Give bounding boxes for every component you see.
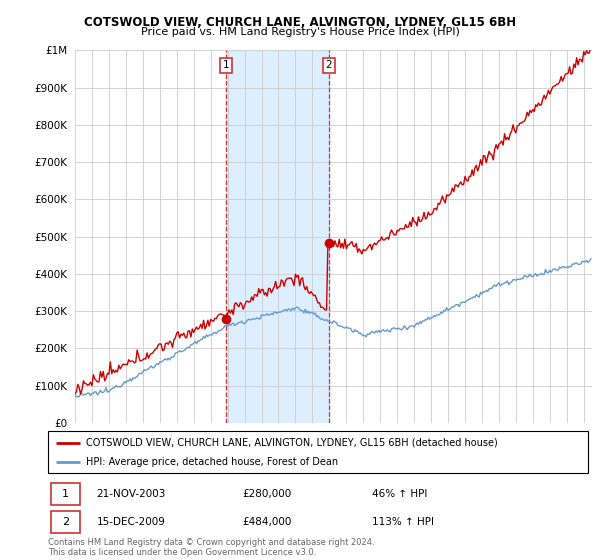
Text: Price paid vs. HM Land Registry's House Price Index (HPI): Price paid vs. HM Land Registry's House … [140,27,460,37]
Text: 2: 2 [62,517,69,527]
Text: HPI: Average price, detached house, Forest of Dean: HPI: Average price, detached house, Fore… [86,457,338,467]
Text: £484,000: £484,000 [242,517,292,527]
Bar [226,50,329,423]
Text: 113% ↑ HPI: 113% ↑ HPI [372,517,434,527]
Text: 21-NOV-2003: 21-NOV-2003 [97,489,166,499]
Text: COTSWOLD VIEW, CHURCH LANE, ALVINGTON, LYDNEY, GL15 6BH (detached house): COTSWOLD VIEW, CHURCH LANE, ALVINGTON, L… [86,437,497,447]
FancyBboxPatch shape [50,511,80,533]
Text: 1: 1 [223,60,229,71]
FancyBboxPatch shape [50,483,80,505]
Text: 46% ↑ HPI: 46% ↑ HPI [372,489,427,499]
Text: 15-DEC-2009: 15-DEC-2009 [97,517,166,527]
Text: COTSWOLD VIEW, CHURCH LANE, ALVINGTON, LYDNEY, GL15 6BH: COTSWOLD VIEW, CHURCH LANE, ALVINGTON, L… [84,16,516,29]
FancyBboxPatch shape [48,431,588,473]
Text: 2: 2 [325,60,332,71]
Text: 1: 1 [62,489,69,499]
Text: £280,000: £280,000 [242,489,292,499]
Text: Contains HM Land Registry data © Crown copyright and database right 2024.
This d: Contains HM Land Registry data © Crown c… [48,538,374,557]
